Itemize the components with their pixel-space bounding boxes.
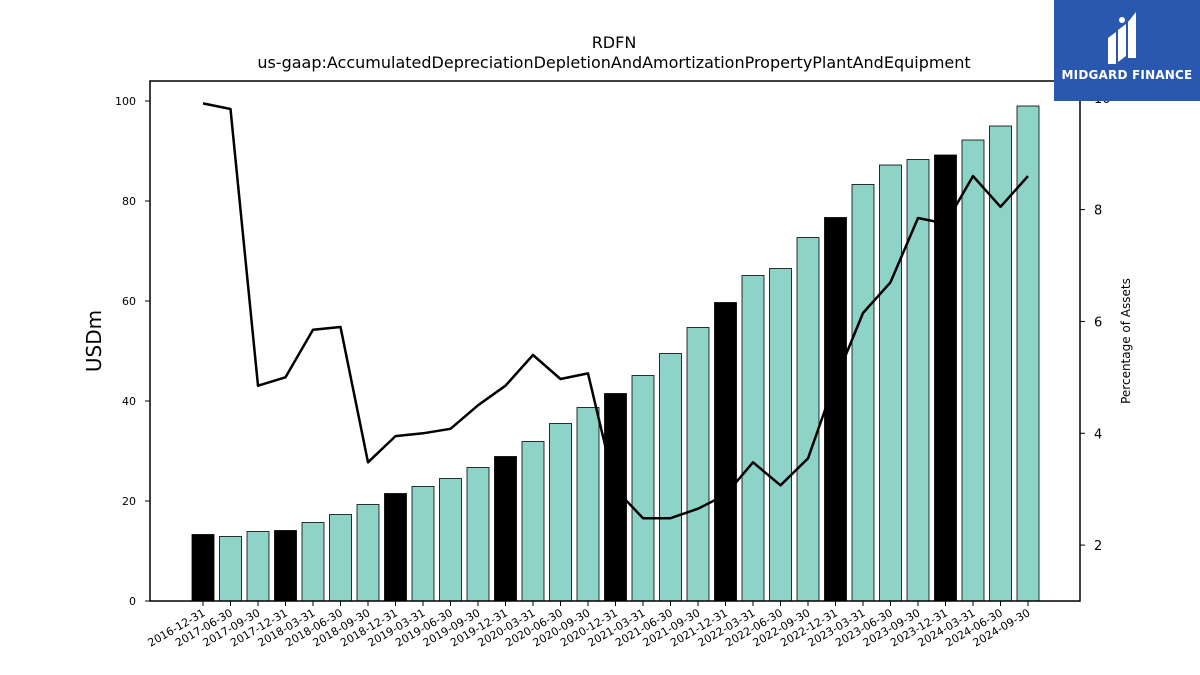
y2-tick-label-2: 2: [1094, 539, 1102, 554]
midgard-logo-icon: [1108, 12, 1136, 64]
chart-title: RDFN: [592, 33, 637, 52]
bar-2017-12-31: [274, 530, 297, 602]
bar-2023-06-30: [879, 164, 902, 602]
bar-2020-03-31: [521, 441, 545, 602]
bar-2024-09-30: [1016, 105, 1040, 602]
y-tick-label-80: 80: [122, 195, 136, 208]
bar-2016-12-31: [191, 534, 215, 602]
percentage-line: [202, 102, 1029, 520]
bar-2021-12-31: [714, 302, 737, 602]
bar-2023-03-31: [851, 184, 875, 602]
y-tick-label-20: 20: [122, 495, 136, 508]
line-series: [202, 102, 1029, 520]
bar-2020-09-30: [576, 407, 600, 602]
y-tick-label-40: 40: [122, 395, 136, 408]
chart-subtitle: us-gaap:AccumulatedDepreciationDepletion…: [257, 53, 970, 72]
y2-tick-label-8: 8: [1094, 204, 1102, 219]
midgard-logo: MIDGARD FINANCE: [1054, 0, 1200, 101]
bar-2018-06-30: [329, 514, 352, 602]
bar-2017-09-30: [246, 531, 270, 602]
bar-2022-06-30: [769, 268, 792, 602]
bar-2019-03-31: [411, 486, 435, 602]
bar-series: [191, 105, 1040, 602]
y-tick-label-0: 0: [129, 595, 136, 608]
y-axis-label-right: Percentage of Assets: [1119, 278, 1133, 404]
bar-2022-09-30: [796, 237, 820, 602]
bar-2017-06-30: [219, 536, 242, 602]
bar-2018-03-31: [301, 522, 325, 602]
bar-2019-09-30: [466, 467, 490, 602]
y2-tick-label-6: 6: [1094, 315, 1102, 330]
bar-2021-09-30: [686, 327, 710, 602]
bar-2022-12-31: [824, 217, 847, 602]
bar-2018-12-31: [384, 493, 407, 602]
y-tick-label-100: 100: [115, 95, 136, 108]
bar-2019-06-30: [439, 478, 462, 602]
bar-2018-09-30: [356, 504, 380, 602]
bar-2019-12-31: [494, 456, 517, 602]
bar-2022-03-31: [741, 275, 765, 602]
y-axis-label-left: USDm: [82, 310, 106, 372]
logo-brand-text: MIDGARD FINANCE: [1061, 68, 1193, 82]
bar-2023-09-30: [906, 159, 930, 602]
bar-2020-06-30: [549, 423, 572, 602]
bar-2021-03-31: [631, 375, 655, 602]
bar-2021-06-30: [659, 353, 682, 602]
bar-2024-03-31: [961, 139, 985, 602]
y2-tick-label-4: 4: [1094, 427, 1102, 442]
y-tick-label-60: 60: [122, 295, 136, 308]
